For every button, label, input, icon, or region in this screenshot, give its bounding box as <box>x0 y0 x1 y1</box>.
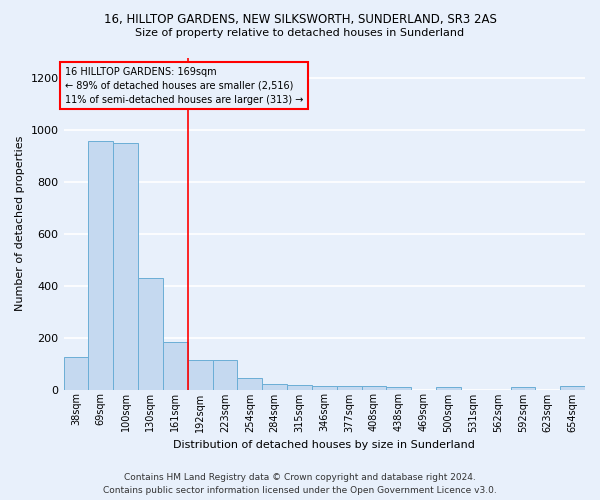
Bar <box>386 387 411 390</box>
Bar <box>362 386 386 390</box>
Text: Size of property relative to detached houses in Sunderland: Size of property relative to detached ho… <box>136 28 464 38</box>
Bar <box>138 278 163 390</box>
Bar <box>113 143 138 390</box>
Text: 16 HILLTOP GARDENS: 169sqm
← 89% of detached houses are smaller (2,516)
11% of s: 16 HILLTOP GARDENS: 169sqm ← 89% of deta… <box>65 66 303 104</box>
X-axis label: Distribution of detached houses by size in Sunderland: Distribution of detached houses by size … <box>173 440 475 450</box>
Bar <box>287 385 312 390</box>
Bar <box>163 342 188 390</box>
Bar <box>212 360 238 390</box>
Bar <box>312 386 337 390</box>
Text: Contains HM Land Registry data © Crown copyright and database right 2024.
Contai: Contains HM Land Registry data © Crown c… <box>103 474 497 495</box>
Bar <box>64 357 88 390</box>
Bar <box>188 360 212 390</box>
Bar <box>262 384 287 390</box>
Bar <box>88 140 113 390</box>
Y-axis label: Number of detached properties: Number of detached properties <box>15 136 25 311</box>
Text: 16, HILLTOP GARDENS, NEW SILKSWORTH, SUNDERLAND, SR3 2AS: 16, HILLTOP GARDENS, NEW SILKSWORTH, SUN… <box>104 12 496 26</box>
Bar <box>337 386 362 390</box>
Bar <box>238 378 262 390</box>
Bar <box>436 387 461 390</box>
Bar <box>511 387 535 390</box>
Bar <box>560 386 585 390</box>
